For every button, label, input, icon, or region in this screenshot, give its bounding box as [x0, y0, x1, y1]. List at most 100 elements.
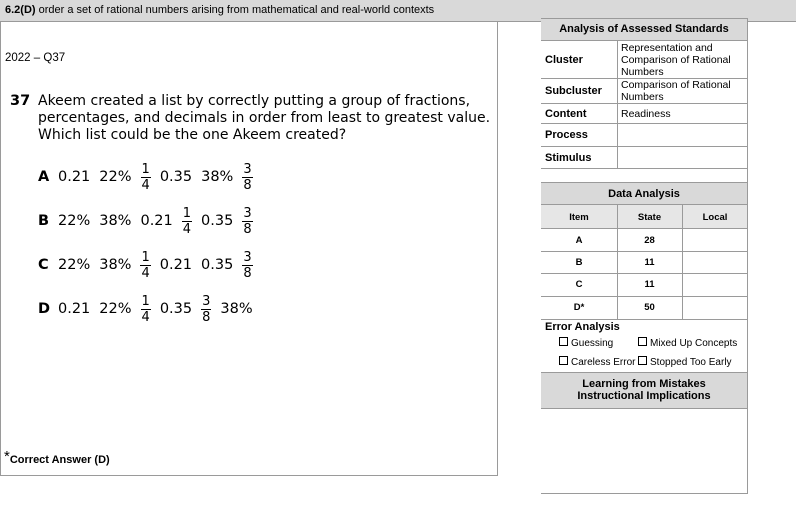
- cluster-label: Cluster: [545, 54, 583, 66]
- table-row-item: C: [575, 279, 583, 290]
- divider: [682, 205, 683, 319]
- question-line: Which list could be the one Akeem create…: [38, 127, 347, 143]
- numerator: 1: [140, 161, 151, 178]
- data-table-header: [541, 205, 747, 229]
- denominator: 4: [182, 221, 192, 237]
- table-row-item: B: [575, 257, 583, 268]
- guessing-option[interactable]: Guessing: [559, 337, 613, 349]
- table-row-item: A: [575, 235, 583, 246]
- subcluster-value: Comparison of Rational Numbers: [621, 79, 731, 103]
- divider: [541, 168, 747, 169]
- choice-value: 0.21: [58, 169, 91, 185]
- divider: [541, 372, 747, 373]
- divider: [541, 103, 747, 104]
- standard-code: 6.2(D): [5, 4, 36, 16]
- careless-error-option[interactable]: Careless Error: [559, 356, 635, 368]
- correct-answer-note: *Correct Answer (D): [4, 448, 110, 466]
- divider: [541, 296, 747, 297]
- choice-value: 38%: [99, 257, 132, 273]
- divider: [617, 41, 618, 168]
- choice-value: 0.21: [159, 257, 193, 273]
- question-line: percentages, and decimals in order from …: [38, 110, 491, 126]
- choice-letter: C: [38, 257, 49, 273]
- divider: [541, 123, 747, 124]
- divider: [541, 319, 747, 320]
- choice-value: 22%: [99, 169, 132, 185]
- stopped-too-early-option[interactable]: Stopped Too Early: [638, 356, 732, 368]
- numerator: 3: [242, 249, 253, 266]
- numerator: 1: [140, 249, 151, 266]
- answer-choice-b: B 22% 38% 0.21 1 4 0.35 3 8: [38, 204, 262, 238]
- error-analysis-title: Error Analysis: [545, 321, 620, 333]
- denominator: 4: [141, 309, 150, 325]
- choice-letter: A: [38, 169, 50, 185]
- choice-value: 0.35: [201, 257, 234, 273]
- choice-value: 0.35: [201, 213, 234, 229]
- choice-value: 38%: [99, 213, 132, 229]
- choice-letter: B: [38, 213, 50, 229]
- choice-value: 22%: [58, 257, 91, 273]
- cluster-value: Representation and Comparison of Rationa…: [621, 42, 731, 78]
- choice-value: 0.21: [58, 301, 91, 317]
- learning-header: Learning from Mistakes Instructional Imp…: [541, 373, 747, 409]
- checkbox[interactable]: [638, 337, 647, 346]
- option-label: Guessing: [571, 338, 614, 349]
- divider: [541, 182, 747, 183]
- choice-value: 0.35: [159, 169, 193, 185]
- answer-choice-d: D 0.21 22% 1 4 0.35 3 8 38%: [38, 292, 262, 326]
- option-label: Mixed Up Concepts: [650, 338, 738, 349]
- denominator: 8: [243, 177, 252, 193]
- divider: [541, 273, 747, 274]
- numerator: 3: [201, 293, 212, 310]
- content-label: Content: [545, 108, 587, 120]
- option-label: Careless Error: [571, 357, 636, 368]
- checkbox[interactable]: [638, 356, 647, 365]
- numerator: 1: [140, 293, 151, 310]
- table-row-state: 11: [644, 257, 655, 268]
- table-row-state: 50: [644, 302, 655, 313]
- choice-value: 22%: [58, 213, 91, 229]
- denominator: 8: [202, 309, 211, 325]
- choice-value: 0.21: [140, 213, 173, 229]
- year-label: 2022 – Q37: [5, 52, 66, 64]
- answer-choice-a: A 0.21 22% 1 4 0.35 38% 3 8: [38, 160, 262, 194]
- checkbox[interactable]: [559, 337, 568, 346]
- divider: [541, 78, 747, 79]
- column-header-item: Item: [569, 212, 589, 223]
- table-row-state: 11: [644, 279, 655, 290]
- table-row-item: D*: [573, 302, 585, 313]
- standard-header: 6.2(D) order a set of rational numbers a…: [0, 0, 796, 22]
- standard-text: order a set of rational numbers arising …: [35, 4, 435, 16]
- correct-answer-text: Correct Answer (D): [9, 454, 110, 466]
- content-value: Readiness: [621, 108, 671, 120]
- denominator: 4: [141, 177, 150, 193]
- choice-value: 38%: [220, 301, 253, 317]
- answer-choice-c: C 22% 38% 1 4 0.21 0.35 3 8: [38, 248, 262, 282]
- divider: [541, 146, 747, 147]
- denominator: 4: [141, 265, 150, 281]
- divider: [541, 251, 747, 252]
- learning-title: Learning from Mistakes: [582, 378, 706, 390]
- choice-value: 22%: [99, 301, 132, 317]
- question-number: 37: [10, 93, 31, 109]
- choice-letter: D: [38, 301, 51, 317]
- denominator: 8: [243, 265, 252, 281]
- question-line: Akeem created a list by correctly puttin…: [38, 93, 471, 109]
- numerator: 3: [242, 161, 253, 178]
- choice-value: 0.35: [159, 301, 193, 317]
- checkbox[interactable]: [559, 356, 568, 365]
- process-label: Process: [545, 129, 588, 141]
- column-header-state: State: [637, 212, 662, 223]
- numerator: 3: [242, 205, 253, 222]
- column-header-local: Local: [702, 212, 728, 223]
- denominator: 8: [243, 221, 252, 237]
- mixed-up-concepts-option[interactable]: Mixed Up Concepts: [638, 337, 737, 349]
